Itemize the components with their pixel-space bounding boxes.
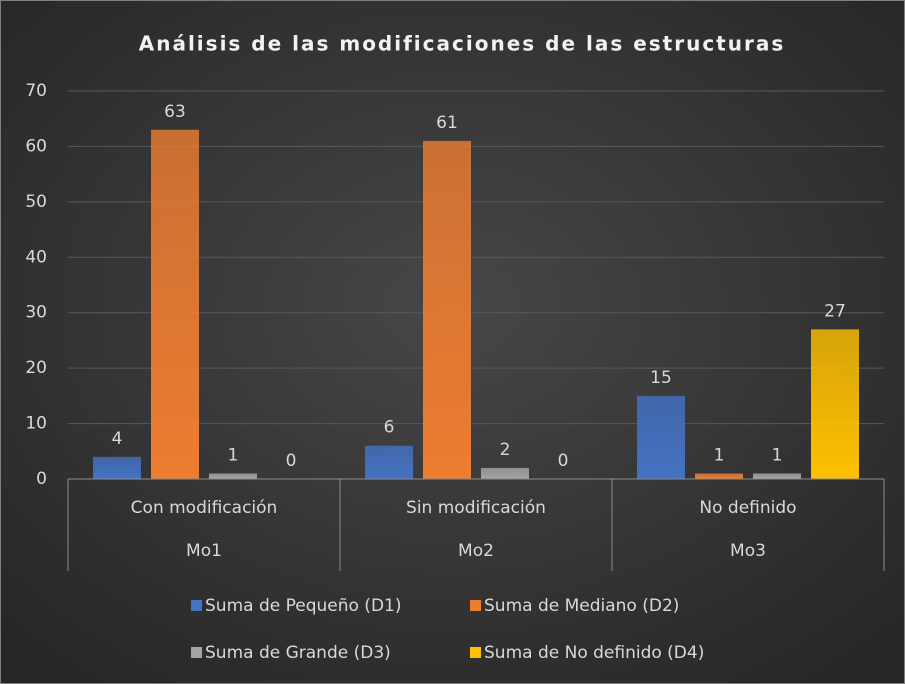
y-tick-label: 0 [36, 469, 47, 489]
x-tick-label: No definido [699, 498, 796, 518]
value-label: 27 [824, 301, 846, 321]
y-tick-label: 10 [25, 414, 47, 434]
bar [93, 456, 141, 479]
value-label: 0 [558, 451, 569, 471]
chart-title: Análisis de las modificaciones de las es… [139, 32, 786, 56]
bar [695, 473, 743, 479]
bar [209, 473, 257, 479]
bar [637, 395, 685, 479]
x-group-label: Mo1 [186, 541, 222, 561]
y-tick-label: 30 [25, 303, 47, 323]
x-tick-label: Sin modificación [406, 498, 546, 518]
legend-label: Suma de Grande (D3) [205, 643, 391, 663]
value-label: 15 [650, 368, 672, 388]
y-tick-label: 60 [25, 136, 47, 156]
bar [365, 445, 413, 479]
bar [481, 467, 529, 479]
legend-swatch [470, 600, 481, 611]
y-tick-label: 50 [25, 192, 47, 212]
bar [753, 473, 801, 479]
x-tick-label: Con modificación [131, 498, 278, 518]
legend-label: Suma de Mediano (D2) [484, 596, 679, 616]
bar [811, 329, 859, 479]
y-tick-label: 20 [25, 358, 47, 378]
value-label: 2 [500, 440, 511, 460]
value-label: 1 [772, 445, 783, 465]
bar [151, 129, 199, 480]
value-label: 4 [112, 429, 123, 449]
x-group-label: Mo3 [730, 541, 766, 561]
legend-swatch [191, 647, 202, 658]
value-label: 61 [436, 113, 458, 133]
y-tick-label: 40 [25, 247, 47, 267]
value-label: 1 [228, 445, 239, 465]
x-group-label: Mo2 [458, 541, 494, 561]
legend-label: Suma de No definido (D4) [484, 643, 704, 663]
legend-swatch [470, 647, 481, 658]
value-label: 1 [714, 445, 725, 465]
legend-swatch [191, 600, 202, 611]
y-tick-label: 70 [25, 81, 47, 101]
bar [423, 140, 471, 479]
value-label: 0 [286, 451, 297, 471]
value-label: 6 [384, 418, 395, 438]
legend-label: Suma de Pequeño (D1) [205, 596, 401, 616]
value-label: 63 [164, 102, 186, 122]
